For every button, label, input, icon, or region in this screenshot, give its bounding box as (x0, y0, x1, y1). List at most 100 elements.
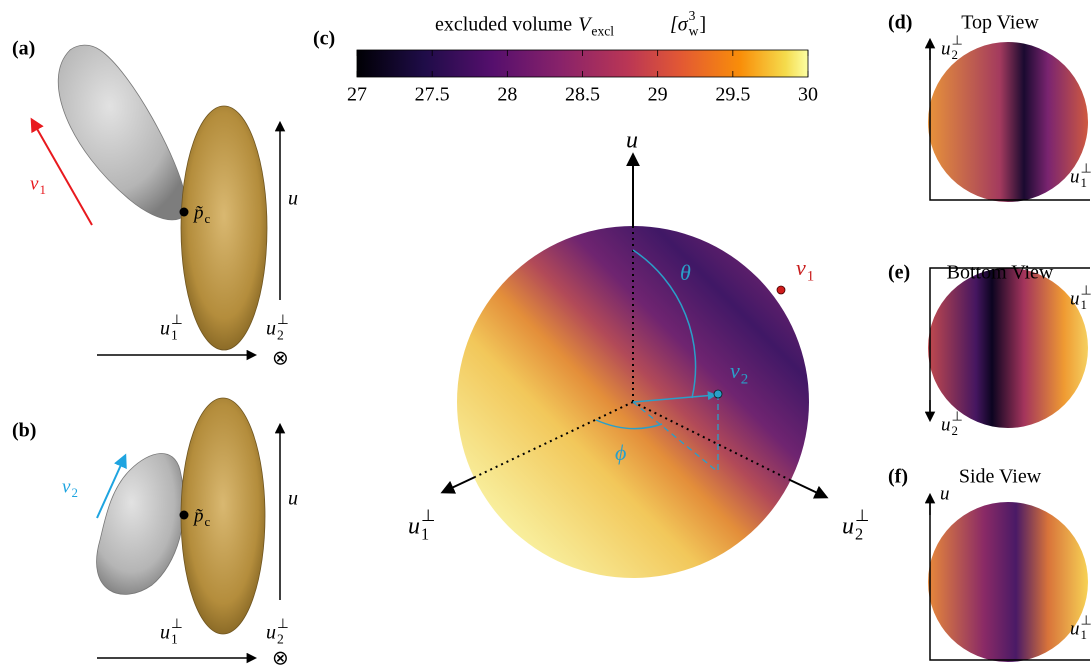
math-label: u (408, 514, 420, 540)
math-label: p̃ (192, 202, 204, 223)
panel-label: (d) (888, 12, 912, 34)
colorbar-unit-sup: 3 (689, 8, 696, 23)
projection (632, 401, 719, 473)
math-label: v (30, 173, 39, 194)
math-label-sup: ⊥ (1081, 160, 1092, 175)
arrow-v2 (96, 453, 127, 519)
math-label: θ (680, 260, 691, 285)
math-label-sub: 1 (1081, 175, 1087, 190)
math-label-sup: ⊥ (421, 506, 435, 525)
axis-u2 (789, 479, 829, 499)
math-label-sup: ⊥ (171, 616, 183, 631)
math-label-sub: c (205, 514, 211, 529)
colorbar-tick-label: 27 (347, 84, 367, 106)
math-label: u (266, 318, 276, 340)
panel-label: (c) (313, 28, 335, 50)
particle-grey (96, 453, 185, 595)
particle-gold (180, 105, 268, 351)
math-label-sup: ⊥ (277, 616, 289, 631)
math-label: u (941, 38, 951, 59)
math-label: u (160, 318, 170, 340)
math-label-sub: 1 (1081, 297, 1087, 312)
math-label: v (730, 358, 740, 383)
arrow-v1 (30, 117, 93, 226)
view-title: Bottom View (947, 262, 1054, 284)
math-label: u (842, 514, 854, 540)
particle-grey (57, 44, 188, 221)
math-label: u (1070, 618, 1080, 639)
theta-arc (632, 249, 697, 399)
math-label: u (940, 483, 950, 504)
math-label: p̃ (192, 505, 204, 526)
math-label: ϕ (615, 440, 626, 465)
panel-label: (f) (888, 466, 908, 488)
axes (929, 267, 1090, 418)
math-label: u (288, 188, 298, 210)
colorbar-tick-label: 30 (798, 84, 818, 106)
colorbar-tick-label: 28.5 (565, 84, 600, 106)
axes (929, 498, 1090, 661)
math-label-sup: ⊥ (855, 506, 869, 525)
bottom-view (928, 268, 1088, 428)
math-label: u (288, 488, 298, 510)
symbol: ⊗ (272, 648, 289, 669)
phi-arc (595, 419, 663, 430)
math-label: v (796, 255, 806, 280)
axis-u1 (440, 476, 476, 494)
colorbar-unit-sub: w (689, 24, 699, 39)
math-label: u (626, 128, 638, 154)
math-label-sub: 1 (171, 328, 178, 343)
math-label: u (941, 414, 951, 435)
vector-v2 (632, 391, 717, 403)
colorbar-unit-close: ] (699, 14, 706, 36)
point-v2 (713, 389, 723, 399)
panel-label: (e) (888, 262, 910, 284)
panel-label: (a) (12, 38, 35, 60)
contact-point (179, 207, 189, 217)
colorbar-ticks (356, 50, 809, 77)
math-label-sub: 2 (71, 485, 77, 500)
math-label-sub: c (205, 211, 211, 226)
axes (929, 42, 1090, 201)
colorbar-tick-label: 29 (648, 84, 668, 106)
side-view (928, 502, 1088, 662)
math-label-sub: 1 (1081, 627, 1087, 642)
contact-point (179, 510, 189, 520)
math-label-sub: 2 (855, 524, 863, 543)
math-label-sup: ⊥ (1081, 612, 1092, 627)
math-label-sub: 2 (952, 423, 958, 438)
math-label: u (266, 622, 276, 644)
point-v1 (776, 285, 786, 295)
symbol: ⊗ (272, 348, 289, 370)
view-title: Side View (959, 466, 1042, 488)
math-label: u (1070, 166, 1080, 187)
math-label-sup: ⊥ (171, 312, 183, 327)
axis-u1-hidden (474, 401, 634, 478)
math-label-sub: 1 (807, 268, 814, 284)
math-label-sup: ⊥ (952, 408, 963, 423)
math-label-sub: 1 (171, 632, 178, 647)
panel-label: (b) (12, 420, 36, 442)
math-label-sub: 1 (39, 182, 45, 197)
colorbar-tick-label: 28 (497, 84, 517, 106)
colorbar-symbol-sub: excl (591, 24, 614, 39)
colorbar-tick-label: 29.5 (715, 84, 750, 106)
view-title: Top View (961, 12, 1039, 34)
top-view (928, 42, 1088, 202)
colorbar-unit: [σ (670, 14, 689, 36)
colorbar-tick-label: 27.5 (415, 84, 450, 106)
colorbar-title: excluded volume (435, 14, 572, 36)
math-label-sup: ⊥ (277, 312, 289, 327)
math-label: u (1070, 288, 1080, 309)
math-label-sup: ⊥ (1081, 282, 1092, 297)
math-label-sub: 2 (277, 632, 284, 647)
math-label: v (62, 476, 71, 497)
colorbar-symbol: V (578, 14, 593, 36)
labels: (a)v 1p̃ cuu 1⊥ u 2⊥⊗(b)v 2p̃ cuu 1⊥ u 2⊥⊗(c)exclu… (12, 8, 1092, 669)
math-label-sub: 1 (421, 524, 429, 543)
math-label-sub: 2 (952, 47, 958, 62)
math-label-sub: 2 (277, 328, 284, 343)
math-label: u (160, 622, 170, 644)
math-label-sup: ⊥ (952, 32, 963, 47)
